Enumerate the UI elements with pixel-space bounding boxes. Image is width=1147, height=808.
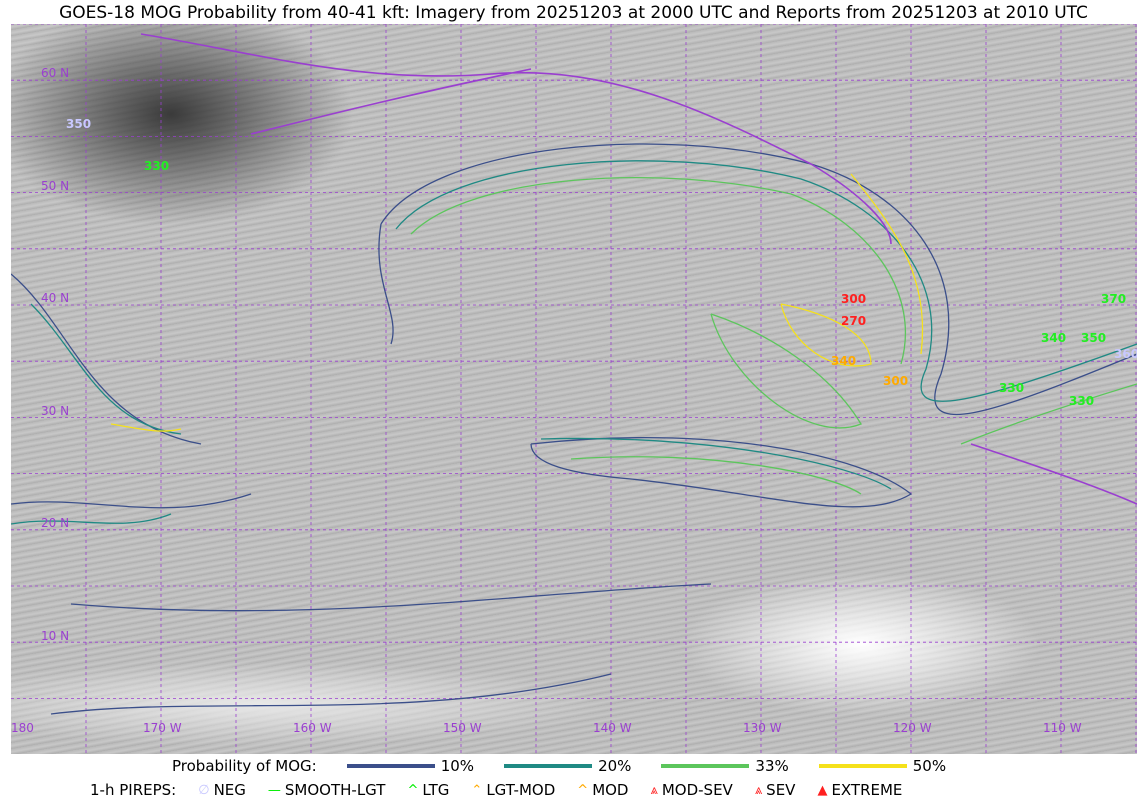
- longitude-label: 160 W: [293, 721, 332, 735]
- pirep-lgt-mod-icon: ⌃: [471, 782, 483, 798]
- pirep-ltg-icon: ^: [407, 782, 419, 798]
- pirep-report: 330: [1069, 394, 1095, 408]
- pirep-report: 330: [999, 381, 1025, 395]
- contour-20: [11, 160, 1137, 525]
- pirep-mod-sev-icon: ⩓: [650, 782, 658, 798]
- pirep-type-label: LGT-MOD: [486, 781, 556, 799]
- longitude-label: 140 W: [593, 721, 632, 735]
- latitude-label: 20 N: [41, 516, 70, 530]
- pirep-report: 340: [1041, 331, 1067, 345]
- pirep-report: 350: [1081, 331, 1107, 345]
- longitude-label: 120 W: [893, 721, 932, 735]
- latitude-label: 40 N: [41, 291, 70, 305]
- pirep-sev-icon: ⩓: [754, 782, 763, 798]
- latitude-label: 10 N: [41, 629, 70, 643]
- probability-level-label: 50%: [912, 757, 947, 775]
- probability-swatch: [661, 764, 750, 768]
- pirep-legend-label: 1-h PIREPS:: [90, 781, 177, 799]
- pirep-type-label: MOD: [592, 781, 629, 799]
- probability-level-label: 33%: [755, 757, 789, 775]
- pirep-legend: 1-h PIREPS: ∅ NEG — SMOOTH-LGT ^ LTG ⌃ LGT-MOD ^…: [90, 781, 902, 799]
- pirep-report: 300: [841, 292, 867, 306]
- probability-swatch: [504, 764, 593, 768]
- longitude-label: 130 W: [743, 721, 782, 735]
- pirep-report: 370: [1101, 292, 1127, 306]
- pirep-smooth-lgt-icon: —: [267, 782, 281, 798]
- probability-level-label: 20%: [598, 757, 632, 775]
- mog-probability-legend: Probability of MOG: 10% 20% 33% 50%: [172, 757, 946, 775]
- contour-33: [410, 177, 1137, 495]
- pirep-report: 360: [1114, 347, 1137, 361]
- pirep-report: 340: [831, 354, 857, 368]
- longitude-label: 150 W: [443, 721, 482, 735]
- pirep-report: 330: [144, 159, 170, 173]
- probability-swatch: [346, 764, 435, 768]
- latitude-label: 30 N: [41, 404, 70, 418]
- pirep-type-label: LTG: [422, 781, 450, 799]
- pirep-report: 300: [883, 374, 909, 388]
- pirep-extreme-icon: ▲: [817, 782, 828, 798]
- coastline-trough: [140, 33, 1137, 505]
- pirep-type-label: MOD-SEV: [661, 781, 733, 799]
- probability-legend-label: Probability of MOG:: [172, 757, 317, 775]
- probability-swatch: [818, 764, 907, 768]
- pirep-report: 350: [66, 117, 92, 131]
- longitude-label: 180: [11, 721, 34, 735]
- longitude-label: 170 W: [143, 721, 182, 735]
- latitude-label: 50 N: [41, 179, 70, 193]
- pirep-type-label: NEG: [213, 781, 246, 799]
- map-title: GOES-18 MOG Probability from 40-41 kft: …: [59, 3, 1088, 23]
- satellite-map: 60 N 50 N 40 N 30 N 20 N 10 N 180 170 W 160 W 15…: [11, 24, 1137, 754]
- pirep-mod-icon: ^: [577, 782, 589, 798]
- pirep-type-label: EXTREME: [831, 781, 903, 799]
- probability-level-label: 10%: [440, 757, 475, 775]
- map-overlay: [11, 24, 1137, 754]
- longitude-label: 110 W: [1043, 721, 1082, 735]
- pirep-neg-icon: ∅: [198, 782, 210, 798]
- contour-50: [110, 173, 924, 432]
- pirep-type-label: SEV: [766, 781, 796, 799]
- pirep-report: 270: [841, 314, 867, 328]
- contour-10: [11, 143, 1137, 715]
- pirep-type-label: SMOOTH-LGT: [284, 781, 386, 799]
- latitude-label: 60 N: [41, 66, 70, 80]
